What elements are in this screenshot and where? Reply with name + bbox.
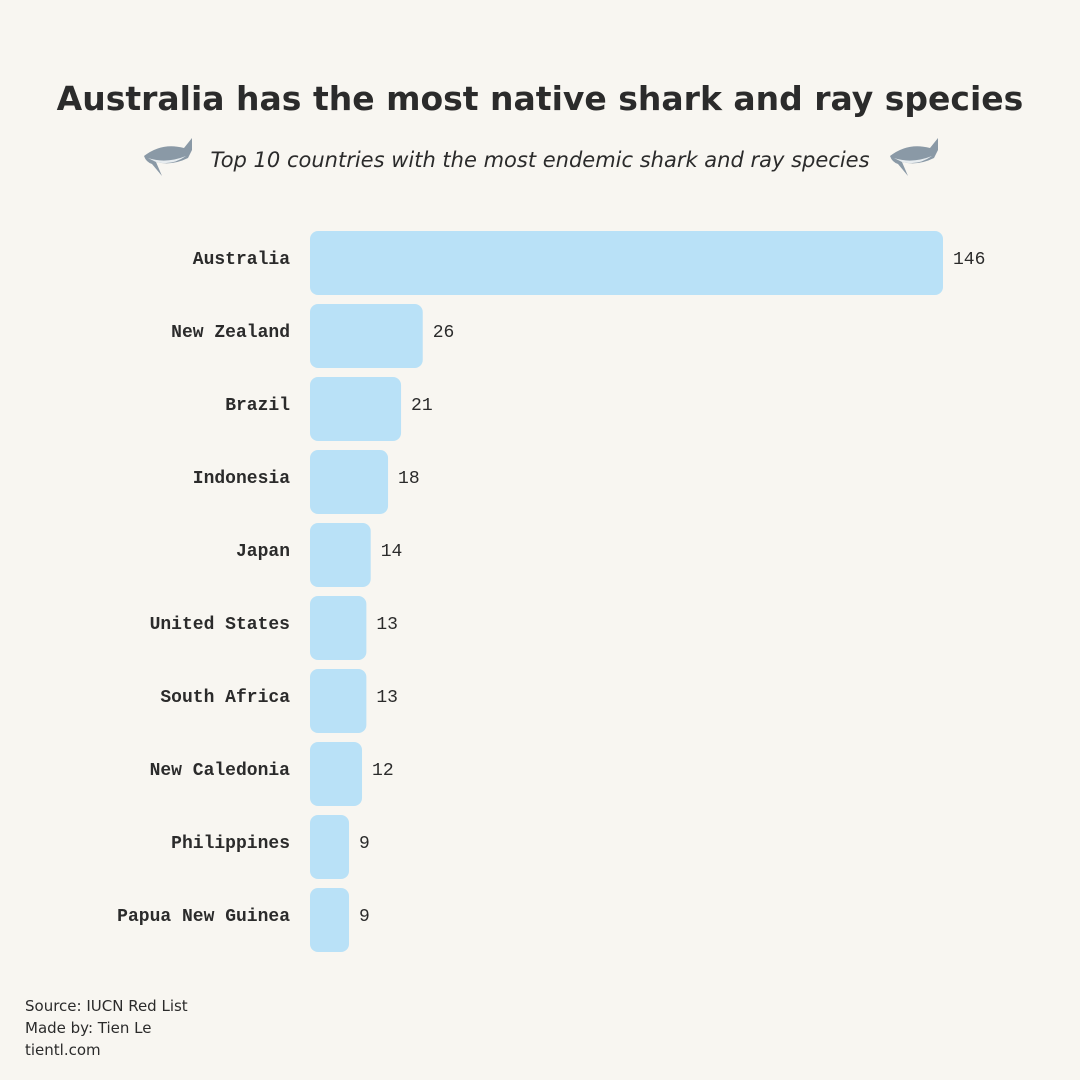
bar [310,450,389,514]
bar [310,815,350,879]
shark-icon [144,138,192,176]
category-label: New Zealand [171,323,290,343]
bar [310,523,371,587]
bar [310,304,423,368]
bar [310,742,363,806]
value-label: 18 [398,469,420,489]
category-label: Philippines [171,834,290,854]
credit: Made by: Tien Le [25,1019,151,1037]
category-label: Papua New Guinea [117,907,290,927]
category-label: New Caledonia [150,761,291,781]
chart-subtitle: Top 10 countries with the most endemic s… [210,148,869,172]
category-label: United States [150,615,290,635]
value-label: 146 [953,250,985,270]
shark-icon [890,138,938,176]
bar [310,596,367,660]
bar [310,231,943,295]
bar [310,377,402,441]
value-label: 26 [433,323,455,343]
website: tientl.com [25,1041,101,1059]
value-label: 21 [411,396,433,416]
category-label: Indonesia [193,469,290,489]
category-label: South Africa [160,688,290,708]
value-label: 9 [359,907,370,927]
value-label: 14 [381,542,403,562]
value-label: 12 [372,761,394,781]
value-label: 13 [376,615,398,635]
source: Source: IUCN Red List [25,997,188,1015]
category-label: Brazil [225,396,290,416]
value-label: 13 [376,688,398,708]
bar [310,888,350,952]
category-label: Australia [193,250,290,270]
category-label: Japan [236,542,290,562]
chart-title: Australia has the most native shark and … [57,79,1024,118]
bar [310,669,367,733]
value-label: 9 [359,834,370,854]
